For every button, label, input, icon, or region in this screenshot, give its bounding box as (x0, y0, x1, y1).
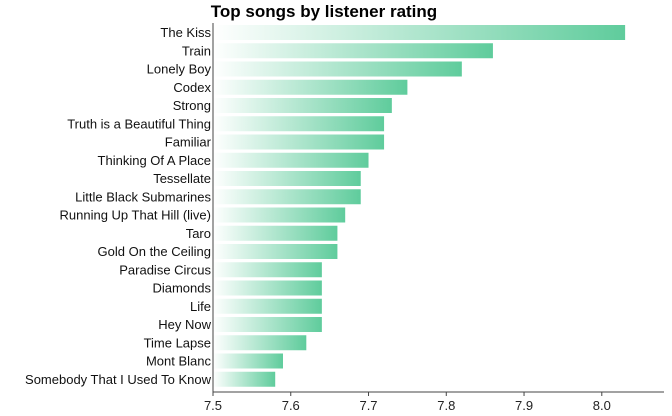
category-label: Somebody That I Used To Know (25, 372, 212, 387)
bar (213, 225, 338, 241)
x-tick-label: 7.8 (437, 398, 455, 413)
bar (213, 152, 369, 168)
bar (213, 116, 385, 132)
bar (213, 371, 276, 387)
category-label: Paradise Circus (119, 262, 211, 277)
category-label: The Kiss (160, 25, 211, 40)
chart-title: Top songs by listener rating (211, 2, 437, 21)
x-axis: 7.5 7.6 7.7 7.8 7.9 8.0 (204, 23, 664, 413)
category-label: Mont Blanc (146, 354, 212, 369)
bars-group (213, 25, 626, 387)
category-label: Running Up That Hill (live) (60, 208, 212, 223)
category-label: Codex (173, 80, 211, 95)
category-label: Train (182, 43, 211, 58)
bar (213, 298, 322, 314)
category-label: Familiar (165, 135, 212, 150)
bar (213, 43, 493, 59)
category-label: Time Lapse (144, 335, 211, 350)
x-tick-label: 7.7 (359, 398, 377, 413)
category-label: Diamonds (152, 281, 211, 296)
category-label: Taro (186, 226, 211, 241)
x-tick-label: 7.6 (282, 398, 300, 413)
bar (213, 207, 346, 223)
bar (213, 61, 462, 77)
bar (213, 134, 385, 150)
bar (213, 353, 283, 369)
bar (213, 335, 307, 351)
category-label: Life (190, 299, 211, 314)
bar (213, 79, 408, 95)
bar (213, 280, 322, 296)
bar (213, 189, 361, 205)
category-label: Lonely Boy (147, 62, 212, 77)
x-tick-label: 7.9 (515, 398, 533, 413)
category-label: Tessellate (153, 171, 211, 186)
bar (213, 262, 322, 278)
bar (213, 171, 361, 186)
category-label: Gold On the Ceiling (98, 244, 211, 259)
bar (213, 244, 338, 259)
category-label: Strong (173, 98, 211, 113)
bar (213, 98, 392, 113)
x-tick-label: 8.0 (593, 398, 611, 413)
bar (213, 25, 626, 40)
category-label: Hey Now (158, 317, 211, 332)
bar (213, 317, 322, 332)
category-labels: The Kiss Train Lonely Boy Codex Strong Truth … (25, 25, 212, 387)
category-label: Thinking Of A Place (98, 153, 211, 168)
x-tick-label: 7.5 (204, 398, 222, 413)
category-label: Little Black Submarines (75, 189, 211, 204)
category-label: Truth is a Beautiful Thing (67, 116, 211, 131)
